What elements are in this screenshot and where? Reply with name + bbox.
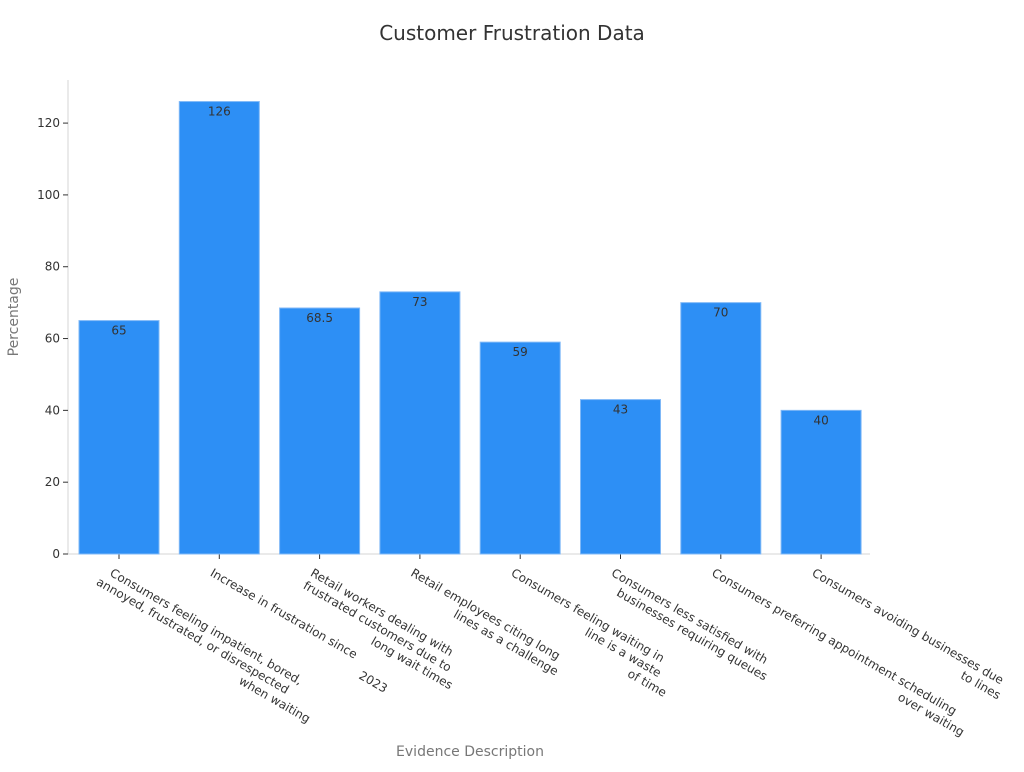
y-axis-title: Percentage	[6, 278, 22, 357]
y-tick-label: 20	[45, 475, 60, 489]
y-tick-label: 80	[45, 260, 60, 274]
y-tick-label: 60	[45, 332, 60, 346]
bar	[479, 341, 561, 555]
bar	[780, 409, 862, 555]
x-tick-label-line: Consumers avoiding businesses due	[810, 566, 1006, 687]
bar	[78, 320, 160, 555]
bars	[78, 101, 862, 555]
bar-value-label: 65	[111, 324, 126, 338]
bar	[580, 399, 661, 555]
bar-value-label: 70	[713, 306, 728, 320]
bar-value-label: 40	[813, 413, 828, 427]
y-tick-label: 120	[37, 116, 60, 130]
x-tick-labels: Consumers feeling impatient, bored,annoy…	[94, 566, 1006, 739]
x-axis-title: Evidence Description	[396, 744, 544, 760]
bar	[279, 307, 361, 555]
y-tick-label: 40	[45, 403, 60, 417]
bar-value-label: 73	[412, 295, 427, 309]
bar-value-label: 59	[513, 345, 528, 359]
x-tick-label: Consumers less satisfied withbusinesses …	[609, 566, 770, 684]
bar	[680, 302, 762, 555]
bar	[178, 101, 260, 555]
y-tick-label: 0	[52, 547, 60, 561]
bar-value-label: 68.5	[306, 311, 333, 325]
bar-value-label: 43	[613, 403, 628, 417]
x-tick-label-line: Consumers feeling impatient, bored,	[108, 566, 305, 688]
bar	[379, 291, 461, 555]
x-tick-label-line: frustrated customers due to	[301, 578, 454, 674]
y-tick-label: 100	[37, 188, 60, 202]
x-tick-label-line: 2023	[356, 668, 389, 695]
chart-title: Customer Frustration Data	[379, 21, 645, 45]
bar-value-label: 126	[208, 105, 231, 119]
value-labels: 65 126 68.5 73 59 43 70 40	[111, 105, 828, 428]
x-tick-label: Consumers feeling impatient, bored,annoy…	[94, 566, 313, 726]
